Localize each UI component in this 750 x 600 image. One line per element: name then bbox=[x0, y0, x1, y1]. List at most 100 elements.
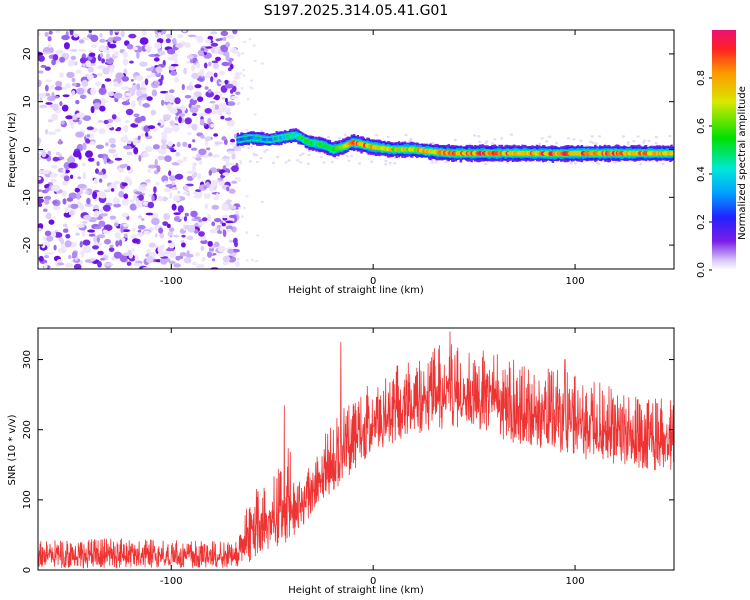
noise-blob bbox=[255, 259, 259, 263]
noise-blob bbox=[108, 148, 117, 154]
noise-blob bbox=[62, 94, 70, 98]
noise-blob bbox=[210, 228, 218, 234]
colorbar-tick-label: 0.8 bbox=[696, 70, 707, 86]
noise-blob bbox=[155, 181, 160, 186]
noise-blob bbox=[404, 133, 408, 137]
noise-blob bbox=[79, 241, 83, 248]
noise-blob bbox=[102, 67, 110, 75]
noise-blob bbox=[100, 257, 105, 261]
spectrogram-y-ticks: 20 10 0 -10 -20 bbox=[22, 48, 674, 253]
noise-blob bbox=[97, 250, 104, 256]
noise-blob bbox=[126, 261, 132, 266]
noise-blob bbox=[654, 142, 658, 145]
noise-blob bbox=[555, 141, 559, 145]
noise-blob bbox=[260, 129, 264, 132]
noise-blob bbox=[127, 249, 132, 256]
noise-blob bbox=[183, 156, 187, 162]
noise-blob bbox=[227, 101, 236, 106]
noise-blob bbox=[99, 213, 108, 217]
noise-blob bbox=[375, 134, 379, 137]
noise-blob bbox=[213, 72, 218, 78]
noise-blob bbox=[124, 119, 130, 124]
noise-blob bbox=[99, 208, 104, 214]
noise-blob bbox=[579, 139, 583, 142]
noise-blob bbox=[188, 143, 192, 149]
noise-blob bbox=[38, 55, 45, 62]
noise-blob bbox=[48, 219, 55, 225]
noise-blob bbox=[51, 59, 56, 66]
noise-blob bbox=[214, 90, 221, 95]
noise-blob bbox=[233, 133, 238, 139]
noise-blob bbox=[120, 30, 125, 38]
snr-x-label: Height of straight line (km) bbox=[288, 585, 424, 596]
noise-blob bbox=[162, 114, 172, 118]
noise-blob bbox=[197, 49, 206, 57]
noise-blob bbox=[125, 108, 134, 116]
noise-blob bbox=[190, 210, 198, 218]
noise-blob bbox=[210, 76, 214, 83]
noise-blob bbox=[177, 205, 184, 213]
noise-blob bbox=[626, 141, 631, 144]
noise-blob bbox=[112, 36, 122, 42]
noise-blob bbox=[196, 264, 205, 268]
noise-blob bbox=[157, 122, 161, 126]
noise-blob bbox=[301, 152, 305, 155]
noise-blob bbox=[211, 204, 220, 210]
noise-blob bbox=[80, 250, 85, 258]
noise-blob bbox=[146, 96, 153, 101]
noise-blob bbox=[52, 103, 59, 111]
noise-blob bbox=[154, 233, 158, 238]
noise-blob bbox=[76, 87, 85, 95]
noise-blob bbox=[85, 150, 93, 158]
noise-blob bbox=[214, 94, 220, 101]
noise-blob bbox=[545, 140, 549, 143]
noise-blob bbox=[174, 173, 184, 180]
noise-blob bbox=[219, 37, 223, 41]
noise-blob bbox=[509, 133, 513, 136]
noise-blob bbox=[111, 114, 117, 120]
noise-blob bbox=[222, 172, 230, 176]
noise-blob bbox=[129, 257, 135, 262]
noise-blob bbox=[133, 46, 138, 51]
noise-blob bbox=[170, 70, 178, 76]
noise-blob bbox=[163, 180, 168, 184]
noise-blob bbox=[130, 79, 134, 82]
noise-blob bbox=[98, 128, 106, 135]
noise-blob bbox=[113, 50, 119, 57]
noise-blob bbox=[253, 113, 257, 116]
noise-blob bbox=[75, 131, 85, 138]
noise-blob bbox=[190, 147, 198, 151]
noise-blob bbox=[217, 230, 222, 234]
noise-blob bbox=[210, 123, 215, 128]
noise-blob bbox=[214, 241, 220, 248]
noise-blob bbox=[42, 51, 51, 55]
noise-blob bbox=[226, 107, 231, 113]
noise-blob bbox=[55, 49, 64, 55]
noise-blob bbox=[150, 109, 157, 116]
noise-blob bbox=[276, 155, 280, 159]
noise-blob bbox=[157, 155, 166, 161]
noise-blob bbox=[477, 135, 481, 138]
noise-blob bbox=[166, 223, 171, 229]
noise-blob bbox=[167, 231, 174, 237]
noise-blob bbox=[204, 74, 211, 79]
noise-blob bbox=[233, 237, 238, 245]
noise-blob bbox=[203, 185, 207, 190]
noise-blob bbox=[55, 80, 63, 88]
noise-blob bbox=[180, 239, 185, 243]
noise-blob bbox=[222, 229, 227, 238]
noise-blob bbox=[122, 223, 129, 227]
noise-blob bbox=[157, 32, 162, 38]
noise-blob bbox=[215, 38, 221, 42]
noise-blob bbox=[136, 232, 145, 237]
noise-blob bbox=[61, 34, 70, 41]
noise-blob bbox=[113, 222, 119, 227]
noise-blob bbox=[194, 84, 202, 89]
noise-blob bbox=[483, 163, 487, 166]
noise-blob bbox=[141, 80, 145, 88]
noise-blob bbox=[307, 153, 311, 157]
noise-blob bbox=[192, 139, 196, 143]
noise-blob bbox=[38, 183, 41, 188]
noise-blob bbox=[227, 248, 234, 254]
noise-blob bbox=[227, 150, 236, 155]
